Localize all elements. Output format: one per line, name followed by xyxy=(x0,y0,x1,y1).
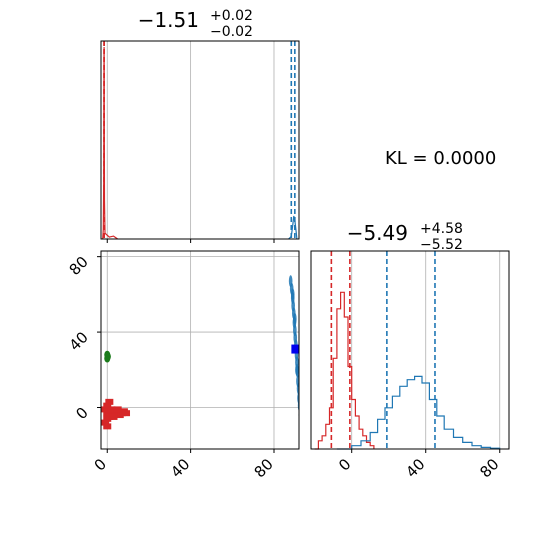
red-sample-point xyxy=(122,410,131,417)
panel3-histogram-series-1 xyxy=(336,375,501,450)
joint-y-tick-label: 80 xyxy=(66,253,92,279)
panel3-title-lower-error: −5.52 xyxy=(420,237,463,253)
joint-y-tick-label: 0 xyxy=(72,404,91,423)
red-sample-point xyxy=(105,398,114,405)
panel3-title-upper-error: +4.58 xyxy=(420,221,463,237)
joint-x-tick-label: 40 xyxy=(167,455,193,481)
red-sample-point xyxy=(113,406,122,413)
joint-x-tick-label: 80 xyxy=(251,455,277,481)
panel1-background xyxy=(101,41,299,239)
panel3-histogram-series-0 xyxy=(314,291,375,450)
kl-annotation: KL = 0.0000 xyxy=(385,148,496,169)
panel1-title-value: −1.51 xyxy=(138,8,199,32)
red-sample-point xyxy=(103,402,112,409)
panel3-title-value: −5.49 xyxy=(347,221,408,245)
blue-sample-point xyxy=(293,312,297,325)
red-sample-point xyxy=(109,413,118,420)
panel3-x-tick-label: 0 xyxy=(335,455,354,474)
red-sample-point xyxy=(101,419,110,426)
panel3-x-tick-label: 80 xyxy=(476,455,502,481)
green-sample-point xyxy=(104,352,111,361)
joint-panel: 0 40 80 0 40 80 xyxy=(66,250,300,481)
red-sample-point xyxy=(107,406,116,413)
marginal-panel-param1 xyxy=(100,40,300,243)
joint-frame xyxy=(100,250,300,450)
joint-y-tick-label: 40 xyxy=(66,328,92,354)
panel3-background xyxy=(311,251,509,449)
red-sample-point xyxy=(101,406,110,413)
panel3-frame xyxy=(310,250,510,450)
blue-sample-point xyxy=(295,363,299,376)
joint-points-group xyxy=(101,275,299,430)
panel1-title-lower-error: −0.02 xyxy=(210,24,253,40)
marginal-panel-param2: 0 40 80 xyxy=(310,250,510,481)
panel1-frame xyxy=(100,40,300,240)
joint-x-tick-label: 0 xyxy=(91,455,110,474)
blue-sample-point xyxy=(296,382,299,395)
blue-square-marker xyxy=(291,344,299,354)
joint-background xyxy=(101,251,299,449)
blue-sample-point xyxy=(297,400,299,412)
red-sample-point xyxy=(103,423,112,430)
panel1-title-upper-error: +0.02 xyxy=(210,8,253,24)
blue-sample-point xyxy=(290,288,295,301)
panel3-x-tick-label: 40 xyxy=(402,455,428,481)
red-sample-point xyxy=(105,413,114,420)
